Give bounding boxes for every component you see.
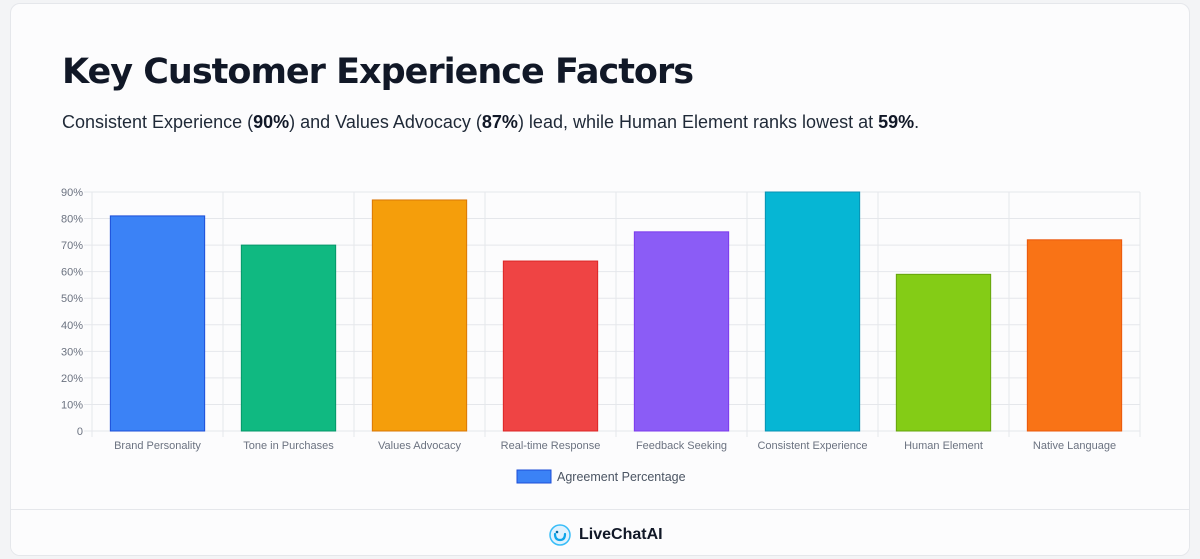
bar-tone-in-purchases [240, 244, 337, 432]
y-tick-label: 60% [61, 267, 83, 279]
y-tick-label: 0 [77, 426, 83, 438]
bar-values-advocacy [371, 199, 468, 432]
bar-real-time-response [502, 260, 599, 432]
y-tick-label: 40% [61, 320, 83, 332]
x-tick-label: Brand Personality [114, 440, 201, 452]
subtitle-text: ) and Values Advocacy ( [289, 112, 482, 132]
bar-consistent-experience [764, 191, 861, 432]
subtitle-text: . [914, 112, 920, 132]
y-tick-label: 80% [61, 214, 83, 226]
subtitle-text: ) lead, while Human Element ranks lowest… [517, 112, 879, 132]
livechatai-logo-icon [549, 524, 571, 546]
y-tick-label: 10% [61, 399, 83, 411]
bar-brand-personality [109, 215, 206, 432]
x-tick-label: Real-time Response [501, 440, 601, 452]
subtitle-highlight: 87% [481, 112, 518, 132]
x-tick-label: Human Element [904, 440, 983, 452]
y-tick-label: 20% [61, 373, 83, 385]
footer: LiveChatAI [11, 509, 1189, 555]
chart-card: Key Customer Experience Factors Consiste… [10, 3, 1190, 556]
brand[interactable]: LiveChatAI [549, 522, 663, 548]
y-tick-label: 70% [61, 240, 83, 252]
x-tick-label: Tone in Purchases [243, 440, 334, 452]
bar-human-element [895, 273, 992, 432]
page-subtitle: Consistent Experience (90%) and Values A… [62, 112, 919, 133]
brand-name: LiveChatAI [579, 526, 663, 543]
bar-feedback-seeking [633, 231, 730, 432]
page-title: Key Customer Experience Factors [62, 52, 694, 92]
x-tick-label: Values Advocacy [378, 440, 461, 452]
subtitle-text: Consistent Experience ( [62, 112, 254, 132]
legend-label: Agreement Percentage [557, 470, 686, 484]
y-tick-label: 50% [61, 293, 83, 305]
x-tick-label: Consistent Experience [757, 440, 867, 452]
subtitle-highlight: 90% [253, 112, 290, 132]
bar-native-language [1026, 239, 1123, 432]
x-tick-label: Feedback Seeking [636, 440, 727, 452]
legend-swatch [516, 469, 552, 484]
y-tick-label: 90% [61, 187, 83, 199]
x-tick-label: Native Language [1033, 440, 1116, 452]
subtitle-highlight: 59% [878, 112, 915, 132]
y-tick-label: 30% [61, 346, 83, 358]
bar-chart: 0 10% 20% 30% 40% 50% 60% 70% 80% 90% Brand Person… [61, 187, 1141, 484]
